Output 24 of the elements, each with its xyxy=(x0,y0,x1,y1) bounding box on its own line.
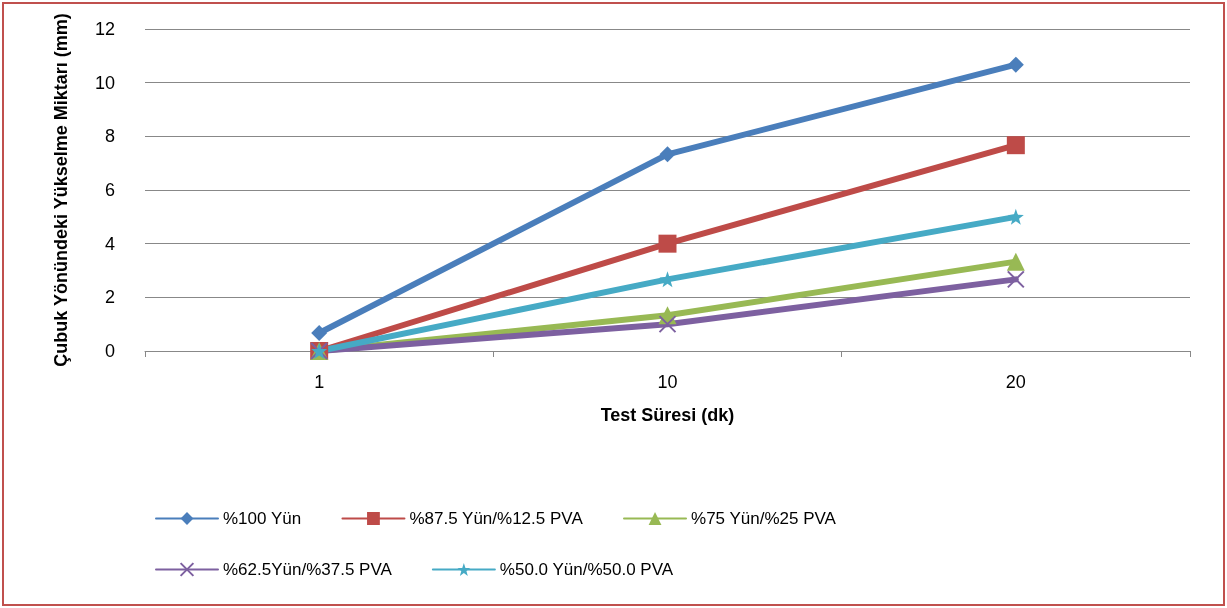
point xyxy=(658,234,677,253)
y-tick-label: 8 xyxy=(104,126,115,147)
x-tick-label: 10 xyxy=(657,372,678,392)
legend-label: %62.5Yün/%37.5 PVA xyxy=(223,560,393,579)
point xyxy=(1006,136,1025,155)
y-tick-label: 6 xyxy=(104,180,115,200)
x-axis-title: Test Süresi (dk) xyxy=(600,405,735,425)
legend-label: %75 Yün/%25 PVA xyxy=(691,509,837,528)
point xyxy=(659,146,676,163)
legend-label: %87.5 Yün/%12.5 PVA xyxy=(409,509,584,528)
y-tick-label: 2 xyxy=(104,287,115,308)
y-tick-label: 4 xyxy=(104,233,115,254)
legend-label: %50.0 Yün/%50.0 PVA xyxy=(499,560,674,579)
legend-label: %100 Yün xyxy=(223,509,302,528)
y-tick-label: 0 xyxy=(104,341,115,361)
y-axis-title: Çubuk Yönündeki Yükselme Miktarı (mm) xyxy=(51,13,71,367)
x-tick-label: 20 xyxy=(1005,372,1026,392)
point xyxy=(311,325,328,342)
point xyxy=(1007,56,1024,73)
y-tick-label: 12 xyxy=(94,19,115,39)
point xyxy=(1007,208,1024,225)
y-tick-label: 10 xyxy=(94,72,115,93)
x-tick-label: 1 xyxy=(314,372,325,392)
point xyxy=(1006,270,1025,289)
